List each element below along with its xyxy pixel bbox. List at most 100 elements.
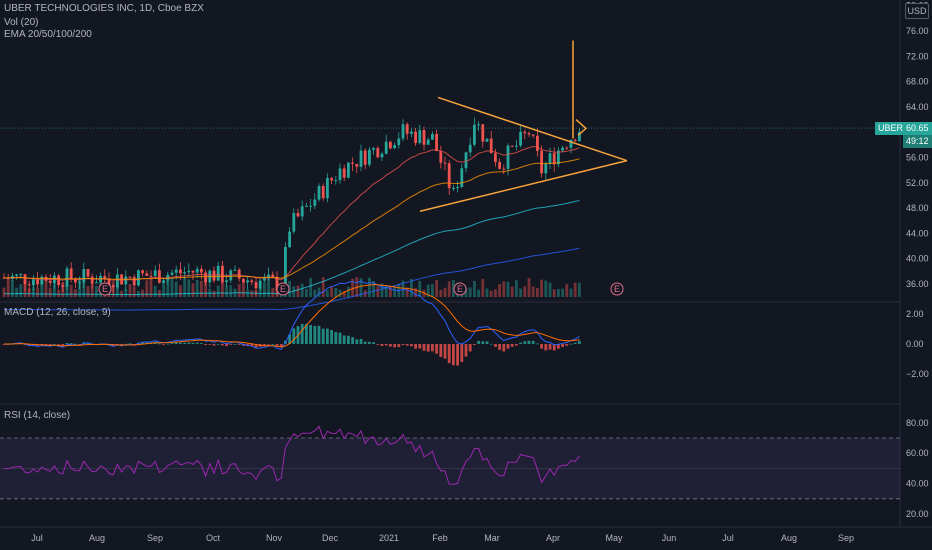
macd-histogram-bar: [536, 343, 539, 345]
lower-trendline: [419, 159, 628, 212]
candle-body: [334, 180, 338, 182]
volume-bar: [384, 286, 388, 297]
volume-bar: [216, 285, 220, 297]
candle-body: [124, 276, 128, 285]
volume-bar: [191, 283, 195, 297]
macd-histogram-bar: [540, 344, 543, 349]
macd-histogram-bar: [351, 337, 354, 344]
flag-line: [575, 118, 588, 136]
symbol-title[interactable]: UBER TECHNOLOGIES INC, 1D, Cboe BZX: [4, 3, 204, 14]
rsi-tick-label: 20.00: [906, 509, 929, 519]
volume-bar: [162, 282, 165, 297]
volume-bar: [166, 278, 170, 297]
volume-bar: [187, 279, 191, 297]
macd-histogram-bar: [489, 343, 493, 345]
rsi-line: [3, 425, 580, 485]
volume-bar: [313, 289, 317, 297]
volume-bar: [376, 286, 380, 297]
candle-body: [557, 150, 560, 165]
candle-body: [527, 133, 531, 135]
rsi-band: [0, 438, 900, 499]
macd-histogram-bar: [263, 344, 266, 346]
volume-bar: [573, 282, 577, 297]
volume-bar: [90, 280, 94, 297]
macd-histogram-bar: [502, 344, 506, 352]
volume-bar: [439, 289, 443, 297]
macd-histogram-bar: [69, 343, 73, 344]
macd-histogram-bar: [544, 344, 548, 351]
volume-bar: [204, 277, 207, 297]
candle-body: [481, 124, 485, 142]
volume-bar: [552, 289, 556, 297]
candle-body: [65, 268, 69, 287]
macd-histogram-bar: [401, 344, 405, 346]
price-tick-label: 72.00: [906, 51, 929, 61]
candle-body: [552, 153, 556, 165]
macd-histogram-bar: [355, 339, 359, 344]
candle-body: [74, 278, 77, 283]
candle-body: [158, 270, 161, 283]
volume-bar: [515, 280, 518, 297]
volume-bar: [351, 278, 354, 297]
macd-histogram-bar: [158, 343, 161, 345]
ema-indicator-label[interactable]: EMA 20/50/100/200: [4, 29, 92, 40]
macd-histogram-bar: [443, 344, 447, 359]
currency-button[interactable]: USD: [905, 3, 929, 19]
candle-body: [179, 269, 182, 274]
candle-body: [494, 153, 497, 162]
macd-histogram-bar: [368, 341, 371, 344]
macd-histogram-bar: [439, 344, 443, 357]
time-tick-label: 2021: [379, 533, 399, 543]
macd-histogram-bar: [309, 325, 312, 344]
macd-histogram-bar: [485, 341, 489, 344]
macd-histogram-bar: [225, 344, 228, 347]
macd-histogram-bar: [313, 325, 317, 344]
macd-indicator-label[interactable]: MACD (12, 26, close, 9): [4, 307, 111, 318]
macd-histogram-bar: [317, 325, 321, 344]
macd-histogram-bar: [569, 343, 573, 345]
volume-bar: [569, 288, 573, 297]
candle-body: [506, 145, 510, 169]
candle-body: [145, 273, 149, 276]
candle-body: [372, 147, 375, 150]
macd-histogram-bar: [74, 343, 77, 345]
volume-bar: [523, 286, 527, 297]
macd-histogram-bar: [561, 344, 564, 347]
macd-tick-label: −2.00: [906, 369, 929, 379]
macd-histogram-bar: [473, 344, 476, 345]
candle-body: [326, 178, 329, 199]
candle-body: [137, 270, 140, 286]
candle-body: [242, 278, 245, 283]
candle-body: [82, 269, 86, 283]
macd-histogram-bar: [78, 344, 81, 345]
candle-body: [418, 130, 422, 143]
volume-bar: [284, 263, 287, 297]
time-tick-label: Apr: [546, 533, 560, 543]
candle-body: [296, 212, 300, 217]
candle-body: [27, 284, 31, 286]
macd-histogram-bar: [510, 344, 514, 347]
volume-bar: [317, 287, 321, 297]
candle-body: [330, 178, 333, 181]
candle-body: [153, 270, 157, 277]
volume-bar: [86, 285, 90, 297]
volume-bar: [548, 282, 552, 297]
macd-histogram-bar: [384, 344, 388, 346]
rsi-indicator-label[interactable]: RSI (14, close): [4, 410, 71, 421]
price-tick-label: 52.00: [906, 178, 929, 188]
volume-indicator-label[interactable]: Vol (20): [4, 17, 39, 28]
earnings-marker-label: E: [457, 284, 463, 294]
candle-body: [237, 269, 241, 279]
volume-bar: [452, 279, 455, 297]
macd-histogram-bar: [200, 343, 203, 344]
macd-histogram-bar: [347, 335, 350, 344]
volume-bar: [536, 288, 539, 297]
price-tick-label: 68.00: [906, 77, 929, 87]
volume-bar: [561, 288, 564, 297]
volume-bar: [389, 286, 392, 297]
macd-histogram-bar: [519, 342, 522, 344]
macd-tick-label: 0.00: [906, 339, 924, 349]
candle-body: [90, 276, 94, 284]
macd-histogram-bar: [305, 323, 308, 344]
